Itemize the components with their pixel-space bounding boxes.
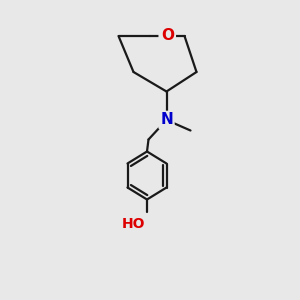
Text: O: O xyxy=(161,28,174,44)
Text: N: N xyxy=(160,112,173,128)
Text: HO: HO xyxy=(122,218,145,232)
